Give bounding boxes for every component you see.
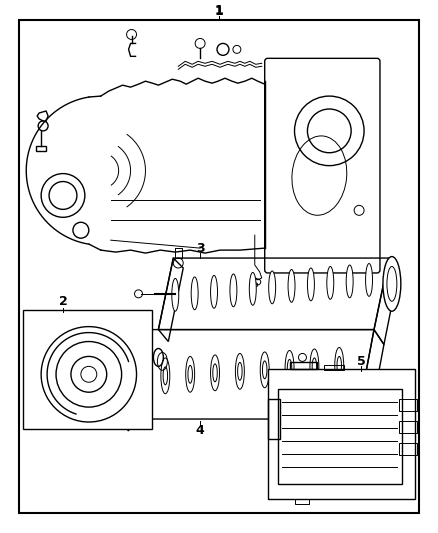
Ellipse shape (249, 272, 256, 305)
Ellipse shape (230, 274, 237, 307)
Bar (268, 369, 415, 498)
Bar (399, 399, 417, 411)
Ellipse shape (337, 357, 342, 374)
Ellipse shape (211, 355, 219, 391)
Ellipse shape (235, 353, 244, 389)
Bar (23, 310, 152, 429)
Text: 1: 1 (215, 4, 223, 17)
Text: 2: 2 (59, 295, 67, 308)
Text: 5: 5 (357, 355, 365, 368)
Ellipse shape (287, 359, 292, 377)
Ellipse shape (285, 351, 294, 386)
Text: 4: 4 (196, 424, 205, 438)
Ellipse shape (186, 357, 194, 392)
Ellipse shape (387, 266, 397, 301)
Text: 1: 1 (215, 5, 223, 18)
Ellipse shape (138, 368, 143, 386)
Ellipse shape (366, 263, 373, 296)
Ellipse shape (260, 352, 269, 387)
Bar (36, 146, 46, 151)
Ellipse shape (121, 352, 136, 397)
Ellipse shape (238, 362, 242, 380)
Ellipse shape (136, 359, 145, 395)
Ellipse shape (312, 358, 317, 376)
Ellipse shape (262, 361, 267, 379)
Bar (399, 421, 417, 433)
Ellipse shape (268, 271, 276, 304)
Ellipse shape (172, 278, 179, 311)
Ellipse shape (124, 360, 133, 388)
Bar (278, 389, 402, 483)
Bar (324, 365, 344, 370)
Ellipse shape (310, 349, 319, 385)
Ellipse shape (335, 348, 344, 383)
Ellipse shape (346, 265, 353, 298)
Ellipse shape (188, 365, 192, 383)
Ellipse shape (307, 268, 314, 301)
Ellipse shape (191, 277, 198, 310)
Ellipse shape (163, 367, 168, 385)
Ellipse shape (288, 270, 295, 302)
Bar (268, 399, 279, 439)
Bar (290, 362, 318, 369)
Ellipse shape (383, 256, 401, 311)
Ellipse shape (213, 364, 217, 382)
Text: 3: 3 (196, 241, 205, 255)
Ellipse shape (327, 266, 334, 300)
Ellipse shape (211, 276, 218, 308)
Ellipse shape (161, 358, 170, 394)
Bar (399, 443, 417, 455)
